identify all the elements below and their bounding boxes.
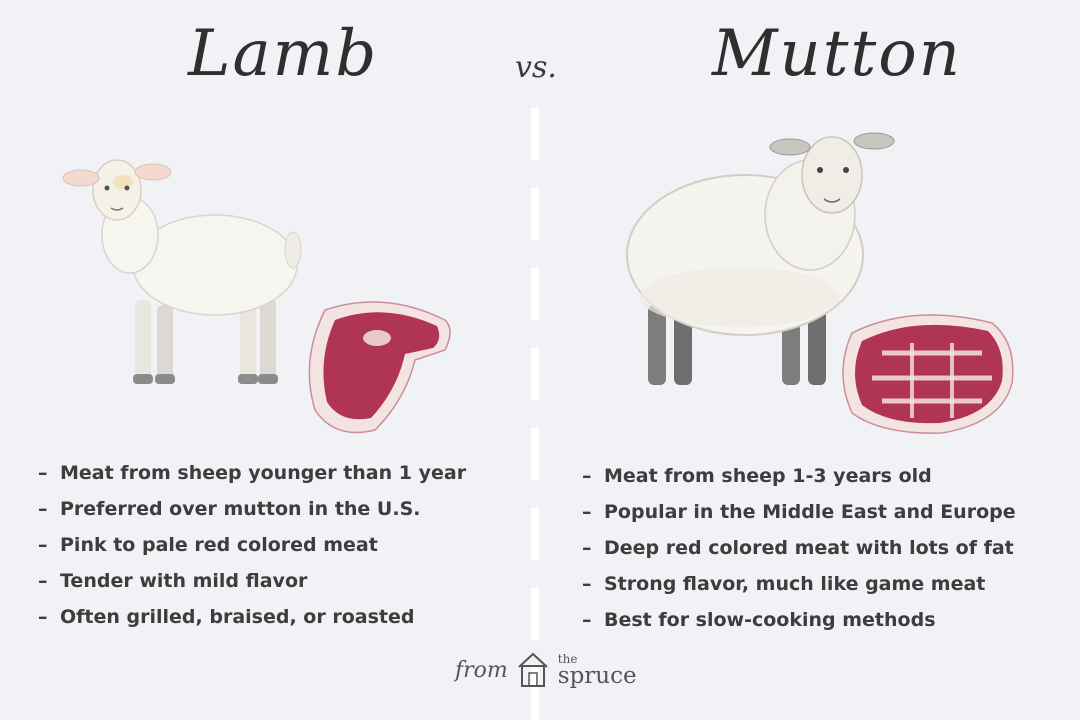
mutton-fact: – Strong flavor, much like game meat [582, 566, 1016, 602]
lamb-fact: – Tender with mild flavor [38, 563, 466, 599]
lamb-ear-left [62, 169, 100, 187]
mutton-fact: – Deep red colored meat with lots of fat [582, 530, 1016, 566]
mutton-illustration [626, 132, 1014, 434]
mutton-fact: – Meat from sheep 1-3 years old [582, 458, 1016, 494]
lamb-illustration [62, 159, 451, 434]
footer-brand: from the spruce [455, 648, 637, 692]
lamb-fact: – Often grilled, braised, or roasted [38, 599, 466, 635]
bullet: – [582, 609, 592, 631]
footer-from: from [455, 657, 508, 683]
bullet: – [38, 462, 48, 484]
lamb-head [92, 159, 142, 221]
footer-brand-name: spruce [557, 662, 637, 689]
mutton-ear-left [769, 138, 811, 156]
mutton-fact: – Popular in the Middle East and Europe [582, 494, 1016, 530]
lamb-meat-cut [308, 301, 451, 434]
bullet: – [582, 537, 592, 559]
bullet: – [38, 498, 48, 520]
mutton-title: Mutton [712, 17, 962, 91]
lamb-ear-right [134, 163, 172, 181]
bullet: – [582, 501, 592, 523]
lamb-fact: – Preferred over mutton in the U.S. [38, 491, 466, 527]
bullet: – [582, 573, 592, 595]
lamb-fact: – Meat from sheep younger than 1 year [38, 455, 466, 491]
footer-brand-text: the spruce [558, 653, 637, 688]
house-icon [518, 652, 548, 687]
lamb-facts-list: – Meat from sheep younger than 1 year – Pr… [38, 455, 466, 635]
bullet: – [38, 606, 48, 628]
bullet: – [582, 465, 592, 487]
center-divider [531, 108, 539, 720]
bullet: – [38, 534, 48, 556]
mutton-head [801, 136, 863, 214]
lamb-title: Lamb [188, 17, 379, 91]
mutton-facts-list: – Meat from sheep 1-3 years old – Popular … [582, 458, 1016, 638]
lamb-fact: – Pink to pale red colored meat [38, 527, 466, 563]
mutton-fact: – Best for slow-cooking methods [582, 602, 1016, 638]
lamb-legs [133, 298, 278, 384]
footer-brand-small: the [557, 651, 578, 666]
mutton-ear-right [853, 132, 895, 150]
mutton-meat-cut [842, 314, 1014, 434]
vs-label: vs. [515, 50, 557, 85]
bullet: – [38, 570, 48, 592]
